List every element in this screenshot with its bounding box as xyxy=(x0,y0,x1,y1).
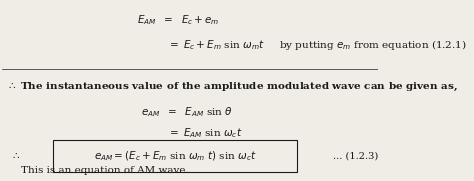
Text: ... (1.2.3): ... (1.2.3) xyxy=(333,151,378,160)
Text: $\therefore$: $\therefore$ xyxy=(9,151,19,160)
Text: $e_{AM}$  $=$  $E_{AM}$ sin $\theta$: $e_{AM}$ $=$ $E_{AM}$ sin $\theta$ xyxy=(141,105,233,119)
FancyBboxPatch shape xyxy=(53,140,297,172)
Text: This is an equation of AM wave.: This is an equation of AM wave. xyxy=(21,166,189,175)
Text: $=$ $E_c + E_m$ sin $\omega_m t$     by putting $e_m$ from equation (1.2.1): $=$ $E_c + E_m$ sin $\omega_m t$ by putt… xyxy=(167,37,467,52)
Text: $e_{AM} = (E_c + E_m$ sin $\omega_m$ $t)$ sin $\omega_c t$: $e_{AM} = (E_c + E_m$ sin $\omega_m$ $t)… xyxy=(93,149,256,163)
Text: $E_{AM}$  $=$  $E_c + e_m$: $E_{AM}$ $=$ $E_c + e_m$ xyxy=(137,13,220,27)
Text: $\therefore$ The instantaneous value of the amplitude modulated wave can be give: $\therefore$ The instantaneous value of … xyxy=(6,81,457,93)
Text: $=$ $E_{AM}$ sin $\omega_c t$: $=$ $E_{AM}$ sin $\omega_c t$ xyxy=(167,126,243,140)
